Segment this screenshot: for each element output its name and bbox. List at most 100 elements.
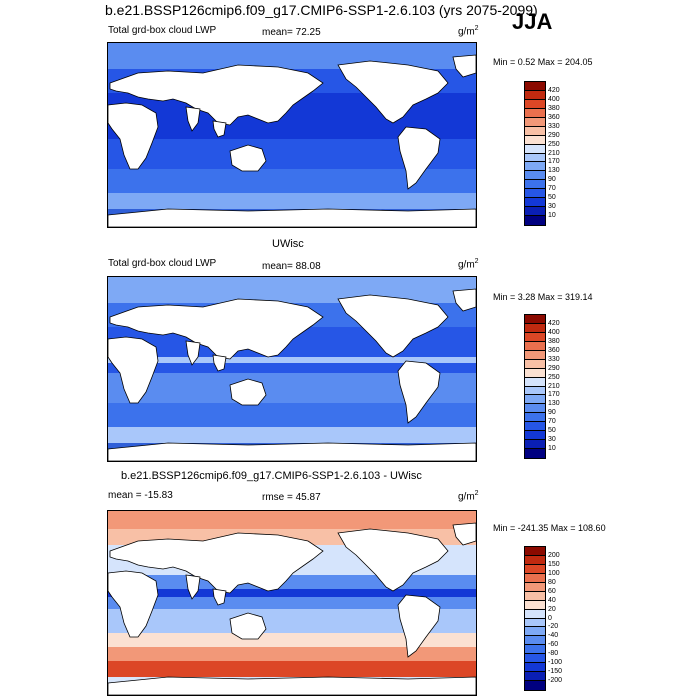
colorbar-tick-label: 380: [548, 337, 560, 345]
colorbar-tick-label: 210: [548, 149, 560, 157]
colorbar-tick-label: 420: [548, 319, 560, 327]
colorbar-segment: [525, 323, 545, 333]
panel2-variable-label: Total grd-box cloud LWP: [108, 258, 217, 269]
colorbar-tick-label: 380: [548, 104, 560, 112]
colorbar-tick-label: 10: [548, 445, 556, 453]
main-title: b.e21.BSSP126cmip6.f09_g17.CMIP6-SSP1-2.…: [105, 2, 538, 18]
colorbar-segment: [525, 90, 545, 100]
colorbar-tick-label: 40: [548, 596, 556, 604]
colorbar-segment: [525, 413, 545, 423]
colorbar-tick-label: 10: [548, 212, 556, 220]
colorbar-tick-label: -200: [548, 677, 563, 685]
panel2-title: UWisc: [272, 238, 304, 250]
colorbar-tick-label: 30: [548, 436, 556, 444]
colorbar-tick-label: -100: [548, 659, 563, 667]
colorbar-tick-label: 250: [548, 373, 560, 381]
colorbar-tick-label: 290: [548, 131, 560, 139]
colorbar-tick-label: -20: [548, 623, 559, 631]
colorbar-segment: [525, 377, 545, 387]
colorbar-segment: [525, 645, 545, 655]
colorbar-tick-label: 210: [548, 382, 560, 390]
colorbar-tick-label: 400: [548, 328, 560, 336]
panel1-map: [107, 42, 477, 228]
colorbar-segment: [525, 144, 545, 154]
panel1-variable-label: Total grd-box cloud LWP: [108, 25, 217, 36]
colorbar-segment: [525, 108, 545, 118]
panel3-rmse-label: rmse = 45.87: [262, 492, 321, 503]
colorbar-tick-label: 130: [548, 400, 560, 408]
colorbar-segment: [525, 99, 545, 109]
colorbar-segment: [525, 573, 545, 583]
colorbar-segment: [525, 341, 545, 351]
panel2-unit-label: g/m2: [458, 258, 479, 271]
colorbar-tick-label: 360: [548, 346, 560, 354]
colorbar-segment: [525, 422, 545, 432]
colorbar-segment: [525, 618, 545, 628]
colorbar-tick-label: 90: [548, 176, 556, 184]
colorbar-tick-label: 70: [548, 418, 556, 426]
colorbar-segment: [525, 117, 545, 127]
colorbar-segment: [525, 547, 545, 556]
colorbar-segment: [525, 82, 545, 91]
colorbar-tick-label: 70: [548, 185, 556, 193]
panel3-title: b.e21.BSSP126cmip6.f09_g17.CMIP6-SSP1-2.…: [121, 470, 422, 482]
colorbar-segment: [525, 189, 545, 199]
colorbar-segment: [525, 198, 545, 208]
colorbar-tick-label: 50: [548, 194, 556, 202]
colorbar-segment: [525, 564, 545, 574]
colorbar-tick-label: -80: [548, 650, 559, 658]
colorbar-tick-label: 400: [548, 95, 560, 103]
colorbar-segment: [525, 395, 545, 405]
panel2-map: [107, 276, 477, 462]
colorbar-tick-label: 170: [548, 391, 560, 399]
colorbar-tick-label: -60: [548, 641, 559, 649]
colorbar-segment: [525, 672, 545, 682]
panel3-mean-label: mean = -15.83: [108, 490, 173, 501]
colorbar-segment: [525, 654, 545, 664]
panel3-map: [107, 510, 477, 696]
colorbar-segment: [525, 162, 545, 172]
colorbar-segment: [525, 636, 545, 646]
colorbar-tick-label: 0: [548, 614, 552, 622]
colorbar-tick-label: 250: [548, 140, 560, 148]
colorbar-tick-label: 80: [548, 578, 556, 586]
colorbar-tick-label: 330: [548, 122, 560, 130]
colorbar-segment: [525, 207, 545, 217]
season-label: JJA: [512, 9, 553, 34]
colorbar-segment: [525, 315, 545, 324]
colorbar-segment: [525, 582, 545, 592]
colorbar-segment: [525, 431, 545, 441]
colorbar-segment: [525, 171, 545, 181]
panel1-mean-label: mean= 72.25: [262, 27, 321, 38]
colorbar-tick-label: 50: [548, 427, 556, 435]
colorbar-segment: [525, 449, 545, 458]
colorbar-segment: [525, 440, 545, 450]
colorbar-segment: [525, 386, 545, 396]
panel1-colorbar: [524, 81, 546, 226]
panel1-unit-label: g/m2: [458, 25, 479, 38]
colorbar-tick-label: 420: [548, 86, 560, 94]
colorbar-segment: [525, 600, 545, 610]
colorbar-tick-label: 30: [548, 203, 556, 211]
colorbar-tick-label: 20: [548, 605, 556, 613]
colorbar-segment: [525, 126, 545, 136]
panel2-minmax: Min = 3.28 Max = 319.14: [493, 292, 593, 302]
colorbar-segment: [525, 216, 545, 225]
colorbar-tick-label: 90: [548, 409, 556, 417]
colorbar-tick-label: -150: [548, 668, 563, 676]
colorbar-tick-label: 290: [548, 364, 560, 372]
colorbar-tick-label: 330: [548, 355, 560, 363]
colorbar-tick-label: 360: [548, 113, 560, 121]
colorbar-segment: [525, 368, 545, 378]
colorbar-tick-label: -40: [548, 632, 559, 640]
panel1-minmax: Min = 0.52 Max = 204.05: [493, 57, 593, 67]
colorbar-segment: [525, 663, 545, 673]
colorbar-segment: [525, 180, 545, 190]
colorbar-tick-label: 130: [548, 167, 560, 175]
colorbar-segment: [525, 591, 545, 601]
panel3-unit-label: g/m2: [458, 490, 479, 503]
panel2-colorbar: [524, 314, 546, 459]
panel3-minmax: Min = -241.35 Max = 108.60: [493, 523, 606, 533]
colorbar-tick-label: 60: [548, 587, 556, 595]
colorbar-segment: [525, 681, 545, 690]
